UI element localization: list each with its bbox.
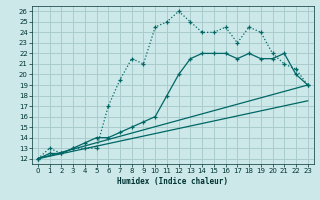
X-axis label: Humidex (Indice chaleur): Humidex (Indice chaleur) — [117, 177, 228, 186]
